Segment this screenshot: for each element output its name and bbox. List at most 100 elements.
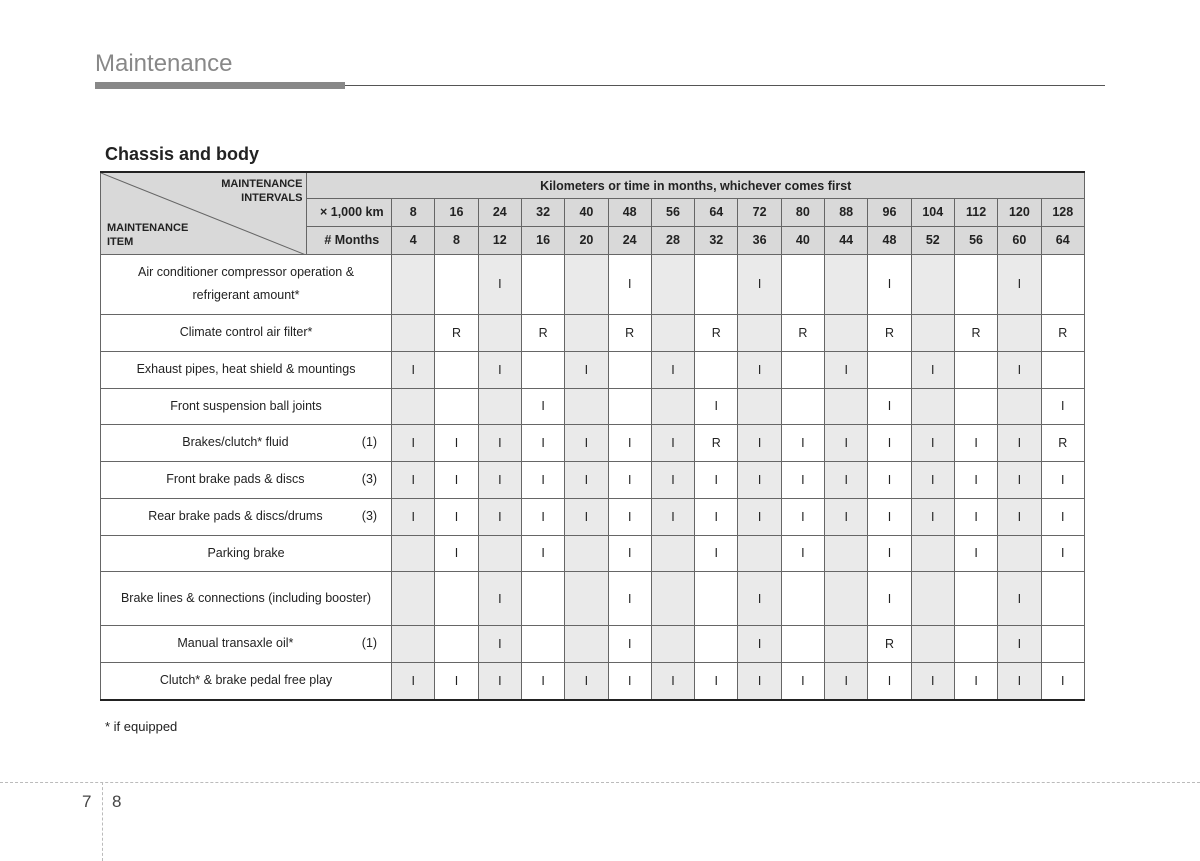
data-cell: I [911, 663, 954, 700]
header-cell: 60 [998, 226, 1041, 254]
data-cell: I [781, 425, 824, 462]
data-cell [651, 535, 694, 572]
data-cell [695, 572, 738, 626]
data-cell [392, 626, 435, 663]
data-cell: I [392, 351, 435, 388]
item-note: (1) [362, 632, 383, 656]
data-cell: R [435, 315, 478, 352]
data-cell [825, 535, 868, 572]
data-cell: I [825, 498, 868, 535]
data-cell [1041, 254, 1084, 315]
data-cell [565, 254, 608, 315]
item-text: Climate control air filter* [180, 325, 313, 339]
data-cell: I [954, 425, 997, 462]
data-cell [695, 351, 738, 388]
maintenance-table: MAINTENANCEINTERVALSMAINTENANCEITEMKilom… [100, 171, 1085, 701]
data-cell: I [435, 535, 478, 572]
page-title: Maintenance [95, 50, 1140, 78]
data-cell [478, 535, 521, 572]
data-cell: I [565, 663, 608, 700]
header-cell: 8 [435, 226, 478, 254]
title-rule [95, 82, 345, 89]
maintenance-item: Manual transaxle oil*(1) [101, 626, 392, 663]
data-cell: I [868, 663, 911, 700]
item-text: Front suspension ball joints [170, 399, 321, 413]
header-cell: 64 [1041, 226, 1084, 254]
data-cell [521, 626, 564, 663]
data-cell [911, 315, 954, 352]
header-cell: 4 [392, 226, 435, 254]
data-cell: I [868, 425, 911, 462]
data-cell [825, 626, 868, 663]
data-cell: I [521, 663, 564, 700]
data-cell: I [521, 388, 564, 425]
header-cell: 8 [392, 199, 435, 227]
data-cell [521, 254, 564, 315]
data-cell: I [608, 254, 651, 315]
data-cell: I [781, 535, 824, 572]
data-cell: I [954, 663, 997, 700]
data-cell: R [1041, 315, 1084, 352]
data-cell: R [954, 315, 997, 352]
data-cell: I [695, 663, 738, 700]
data-cell [781, 626, 824, 663]
header-cell: 56 [651, 199, 694, 227]
data-cell [651, 626, 694, 663]
header-cell: 24 [608, 226, 651, 254]
item-note: (1) [362, 431, 383, 455]
data-cell: I [738, 351, 781, 388]
crop-mark-v [102, 782, 103, 861]
corner-intervals: MAINTENANCEINTERVALS [221, 177, 302, 206]
data-cell [435, 626, 478, 663]
data-cell [1041, 572, 1084, 626]
data-cell: I [954, 462, 997, 499]
data-cell [435, 572, 478, 626]
data-cell: I [825, 462, 868, 499]
data-cell: I [478, 462, 521, 499]
header-row-label: × 1,000 km [307, 199, 392, 227]
data-cell: I [478, 351, 521, 388]
data-cell: I [608, 535, 651, 572]
data-cell: I [738, 663, 781, 700]
data-cell: R [521, 315, 564, 352]
data-cell [1041, 351, 1084, 388]
data-cell: I [868, 388, 911, 425]
data-cell [651, 315, 694, 352]
data-cell [738, 535, 781, 572]
data-cell [392, 315, 435, 352]
data-cell [521, 572, 564, 626]
data-cell: I [695, 388, 738, 425]
item-text: Brakes/clutch* fluid [182, 435, 288, 449]
maintenance-item: Rear brake pads & discs/drums(3) [101, 498, 392, 535]
data-cell: I [738, 462, 781, 499]
header-cell: 36 [738, 226, 781, 254]
data-cell: I [651, 462, 694, 499]
data-cell [738, 315, 781, 352]
data-cell [565, 388, 608, 425]
data-cell: I [521, 498, 564, 535]
data-cell: I [521, 425, 564, 462]
data-cell: I [608, 498, 651, 535]
data-cell: I [781, 498, 824, 535]
data-cell [435, 254, 478, 315]
data-cell [781, 572, 824, 626]
data-cell [565, 626, 608, 663]
data-cell: R [695, 315, 738, 352]
data-cell [608, 388, 651, 425]
super-header: Kilometers or time in months, whichever … [307, 172, 1085, 199]
data-cell [954, 388, 997, 425]
header-cell: 32 [695, 226, 738, 254]
data-cell: I [868, 572, 911, 626]
data-cell [565, 315, 608, 352]
data-cell: I [608, 425, 651, 462]
data-cell [911, 254, 954, 315]
data-cell: I [521, 535, 564, 572]
data-cell: I [738, 626, 781, 663]
data-cell [825, 254, 868, 315]
item-text: Clutch* & brake pedal free play [160, 673, 332, 687]
header-cell: 64 [695, 199, 738, 227]
data-cell: I [608, 663, 651, 700]
data-cell: I [435, 663, 478, 700]
data-cell: I [521, 462, 564, 499]
maintenance-item: Clutch* & brake pedal free play [101, 663, 392, 700]
